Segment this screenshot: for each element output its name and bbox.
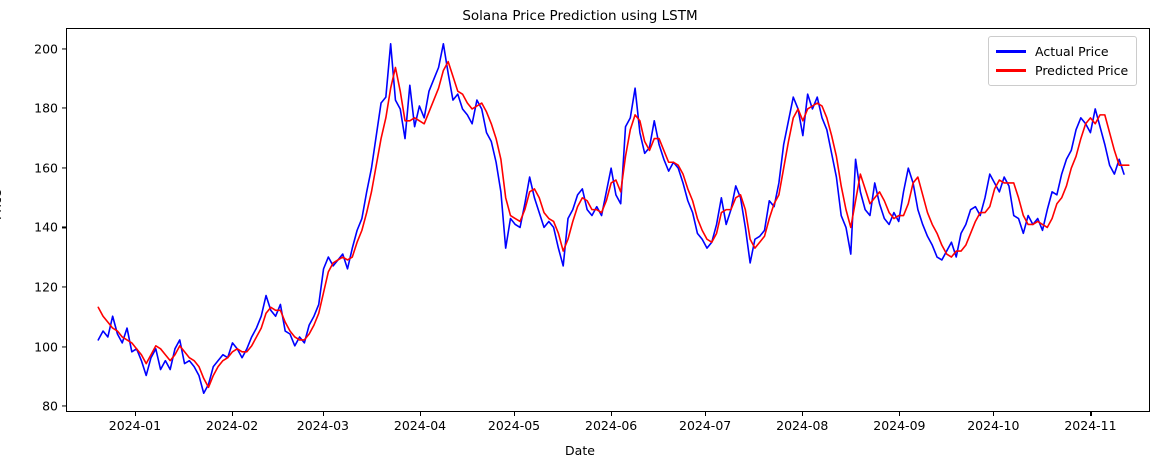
y-tick-mark — [62, 286, 66, 288]
x-tick-mark — [611, 412, 613, 416]
y-tick-label: 120 — [34, 279, 58, 295]
y-tick-label: 160 — [34, 160, 58, 176]
x-tick-mark — [514, 412, 516, 416]
y-tick-mark — [62, 167, 66, 169]
x-tick-label: 2024-05 — [487, 418, 541, 433]
legend-label-actual-price: Actual Price — [1035, 44, 1109, 59]
plot-area — [66, 28, 1150, 412]
y-axis-label: Price — [0, 189, 4, 221]
x-tick-label: 2024-10 — [967, 418, 1020, 433]
x-tick-mark — [802, 412, 804, 416]
x-tick-mark — [322, 412, 324, 416]
y-tick-mark — [62, 48, 66, 50]
series-line-predicted-price — [98, 62, 1129, 388]
series-line-actual-price — [98, 44, 1124, 393]
x-tick-label: 2024-06 — [585, 418, 638, 433]
x-tick-label: 2024-09 — [873, 418, 926, 433]
legend-swatch-actual-price — [996, 50, 1026, 53]
x-tick-mark — [705, 412, 707, 416]
x-tick-mark — [899, 412, 901, 416]
x-tick-label: 2024-02 — [205, 418, 259, 433]
legend-item-predicted-price: Predicted Price — [996, 61, 1128, 80]
x-tick-label: 2024-03 — [296, 418, 350, 433]
y-tick-mark — [62, 107, 66, 109]
x-tick-mark — [420, 412, 422, 416]
y-tick-mark — [62, 405, 66, 407]
x-tick-label: 2024-04 — [393, 418, 447, 433]
x-axis-label: Date — [565, 443, 595, 458]
plot-lines — [67, 29, 1149, 411]
x-tick-label: 2024-01 — [108, 418, 162, 433]
y-tick-label: 180 — [34, 100, 58, 116]
x-tick-label: 2024-11 — [1064, 418, 1117, 433]
legend-item-actual-price: Actual Price — [996, 42, 1128, 61]
y-tick-label: 200 — [34, 41, 58, 57]
y-tick-label: 100 — [34, 339, 58, 354]
legend-swatch-predicted-price — [996, 69, 1026, 72]
y-tick-label: 80 — [42, 398, 58, 414]
y-tick-label: 140 — [34, 219, 58, 235]
x-tick-mark — [134, 412, 137, 416]
y-tick-mark — [62, 345, 66, 348]
x-tick-mark — [232, 412, 234, 416]
y-tick-mark — [62, 226, 66, 228]
chart-legend: Actual Price Predicted Price — [988, 36, 1138, 86]
x-tick-label: 2024-08 — [776, 418, 829, 433]
x-tick-label: 2024-07 — [678, 418, 732, 433]
x-tick-mark — [993, 412, 995, 416]
x-tick-mark — [1090, 412, 1092, 416]
chart-title: Solana Price Prediction using LSTM — [462, 8, 698, 24]
legend-label-predicted-price: Predicted Price — [1035, 63, 1129, 78]
